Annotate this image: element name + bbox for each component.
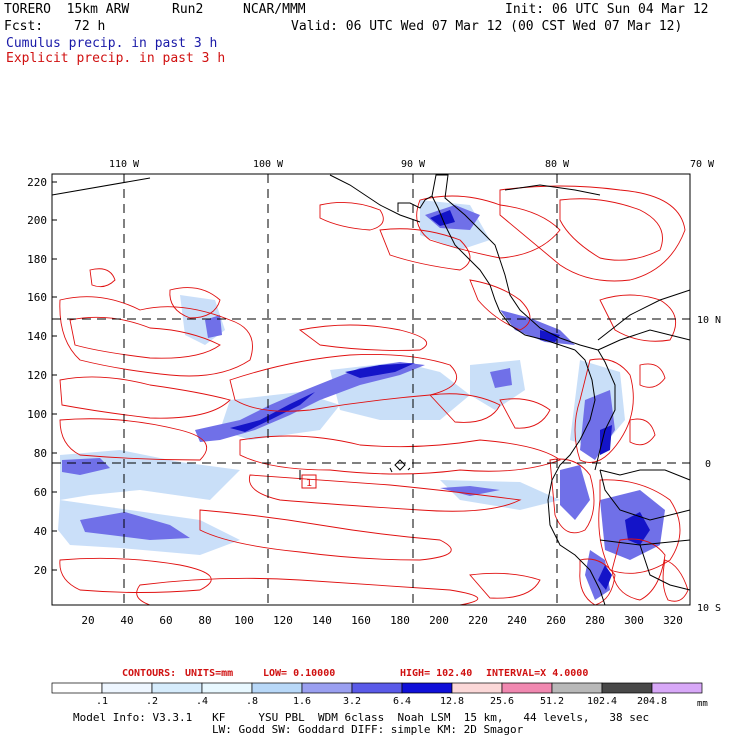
colorbar-label: 204.8 bbox=[637, 696, 667, 707]
y-tick: 100 bbox=[27, 408, 47, 421]
lat-lon-grid bbox=[52, 174, 690, 605]
colorbar-label: .4 bbox=[196, 696, 208, 707]
colorbar-swatch bbox=[151, 682, 203, 694]
lon-label: 70 W bbox=[690, 159, 715, 170]
colorbar-swatch bbox=[251, 682, 303, 694]
colorbar-swatch bbox=[101, 682, 153, 694]
colorbar-label: 3.2 bbox=[343, 696, 361, 707]
colorbar-swatch bbox=[401, 682, 453, 694]
low-marker: 1 bbox=[301, 474, 317, 489]
org-label: NCAR/MMM bbox=[243, 2, 306, 17]
x-tick: 180 bbox=[390, 614, 410, 627]
y-tick: 160 bbox=[27, 291, 47, 304]
x-tick-labels: 20 40 60 80 100 120 140 160 180 200 220 … bbox=[81, 614, 683, 627]
x-tick: 260 bbox=[546, 614, 566, 627]
colorbar-swatch bbox=[51, 682, 103, 694]
x-tick: 100 bbox=[234, 614, 254, 627]
coastlines bbox=[51, 174, 691, 606]
colorbar-swatch bbox=[301, 682, 353, 694]
colorbar-label: .1 bbox=[96, 696, 108, 707]
y-tick: 80 bbox=[34, 447, 47, 460]
colorbar-label: .8 bbox=[246, 696, 258, 707]
colorbar-swatch bbox=[651, 682, 703, 694]
x-tick: 300 bbox=[624, 614, 644, 627]
x-tick: 240 bbox=[507, 614, 527, 627]
x-tick: 320 bbox=[663, 614, 683, 627]
lon-label: 90 W bbox=[401, 159, 426, 170]
contour-units: UNITS=mm bbox=[185, 668, 233, 679]
fcst-label: Fcst: bbox=[4, 19, 44, 34]
contour-info: CONTOURS: UNITS=mm LOW= 0.10000 HIGH= 10… bbox=[122, 668, 588, 679]
colorbar-swatch bbox=[551, 682, 603, 694]
lon-labels: 110 W 100 W 90 W 80 W 70 W bbox=[109, 159, 715, 170]
lat-label: 0 bbox=[705, 459, 711, 470]
x-tick: 120 bbox=[273, 614, 293, 627]
x-tick: 280 bbox=[585, 614, 605, 627]
model-info-line2: LW: Godd SW: Goddard DIFF: simple KM: 2D… bbox=[212, 723, 524, 736]
init-time: Init: 06 UTC Sun 04 Mar 12 bbox=[505, 2, 709, 17]
colorbar-label: 51.2 bbox=[540, 696, 564, 707]
model-title: TORERO 15km ARW bbox=[4, 2, 130, 17]
x-tick: 160 bbox=[351, 614, 371, 627]
colorbar-unit: mm bbox=[697, 699, 708, 709]
colorbar-swatch bbox=[451, 682, 503, 694]
contour-low: LOW= 0.10000 bbox=[263, 668, 335, 679]
contour-high: HIGH= 102.40 bbox=[400, 668, 472, 679]
x-tick: 220 bbox=[468, 614, 488, 627]
lat-label: 10 S bbox=[697, 603, 721, 614]
legend-cumulus: Cumulus precip. in past 3 h bbox=[6, 36, 218, 51]
fcst-value: 72 h bbox=[74, 19, 106, 34]
colorbar-swatch bbox=[501, 682, 553, 694]
lon-label: 80 W bbox=[545, 159, 570, 170]
valid-time: Valid: 06 UTC Wed 07 Mar 12 (00 CST Wed … bbox=[291, 19, 683, 34]
contour-label: CONTOURS: bbox=[122, 668, 176, 679]
lat-labels: 10 N 0 10 S bbox=[697, 315, 721, 614]
lon-label: 110 W bbox=[109, 159, 140, 170]
x-tick: 60 bbox=[159, 614, 172, 627]
y-tick-marks bbox=[52, 181, 57, 571]
run-label: Run2 bbox=[172, 2, 204, 17]
y-tick: 60 bbox=[34, 486, 47, 499]
y-tick: 20 bbox=[34, 564, 47, 577]
x-tick: 140 bbox=[312, 614, 332, 627]
y-tick: 220 bbox=[27, 176, 47, 189]
colorbar-swatch bbox=[201, 682, 253, 694]
map-frame bbox=[51, 173, 691, 606]
colorbar-label: 102.4 bbox=[587, 696, 617, 707]
y-tick: 40 bbox=[34, 525, 47, 538]
y-tick-labels: 220 200 180 160 140 120 100 80 60 40 20 bbox=[27, 176, 47, 577]
x-tick: 80 bbox=[198, 614, 211, 627]
x-tick: 20 bbox=[81, 614, 94, 627]
contour-interval: INTERVAL=X 4.0000 bbox=[486, 668, 588, 679]
explicit-precip-contours bbox=[59, 185, 689, 606]
y-tick: 200 bbox=[27, 214, 47, 227]
low-value: 1 bbox=[306, 478, 312, 489]
y-tick: 120 bbox=[27, 369, 47, 382]
colorbar-label: 1.6 bbox=[293, 696, 311, 707]
colorbar-label: 25.6 bbox=[490, 696, 514, 707]
colorbar: .1 .2 .4 .8 1.6 3.2 6.4 12.8 25.6 51.2 102.4 204.8 bbox=[51, 682, 703, 707]
colorbar-label: 12.8 bbox=[440, 696, 464, 707]
model-info-line1: Model Info: V3.3.1 KF YSU PBL WDM 6class… bbox=[73, 711, 650, 724]
colorbar-label: .2 bbox=[146, 696, 158, 707]
lat-label: 10 N bbox=[697, 315, 721, 326]
lon-label: 100 W bbox=[253, 159, 284, 170]
colorbar-label: 6.4 bbox=[393, 696, 411, 707]
y-tick: 140 bbox=[27, 330, 47, 343]
colorbar-swatch bbox=[601, 682, 653, 694]
colorbar-swatch bbox=[351, 682, 403, 694]
x-tick: 40 bbox=[120, 614, 133, 627]
legend-explicit: Explicit precip. in past 3 h bbox=[6, 51, 226, 66]
x-tick: 200 bbox=[429, 614, 449, 627]
y-tick: 180 bbox=[27, 253, 47, 266]
